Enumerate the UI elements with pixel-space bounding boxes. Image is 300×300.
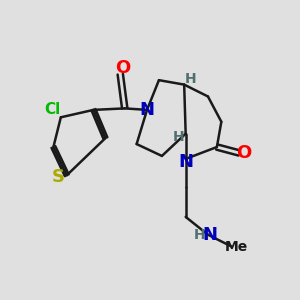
Text: Cl: Cl	[44, 102, 60, 117]
Text: Me: Me	[225, 240, 248, 254]
Text: S: S	[51, 168, 64, 186]
Text: N: N	[178, 153, 193, 171]
Text: H: H	[172, 130, 184, 144]
Text: N: N	[202, 226, 217, 244]
Text: H: H	[185, 72, 197, 86]
Text: H: H	[194, 228, 206, 242]
Text: O: O	[236, 144, 251, 162]
Text: O: O	[116, 59, 131, 77]
Text: N: N	[140, 101, 154, 119]
